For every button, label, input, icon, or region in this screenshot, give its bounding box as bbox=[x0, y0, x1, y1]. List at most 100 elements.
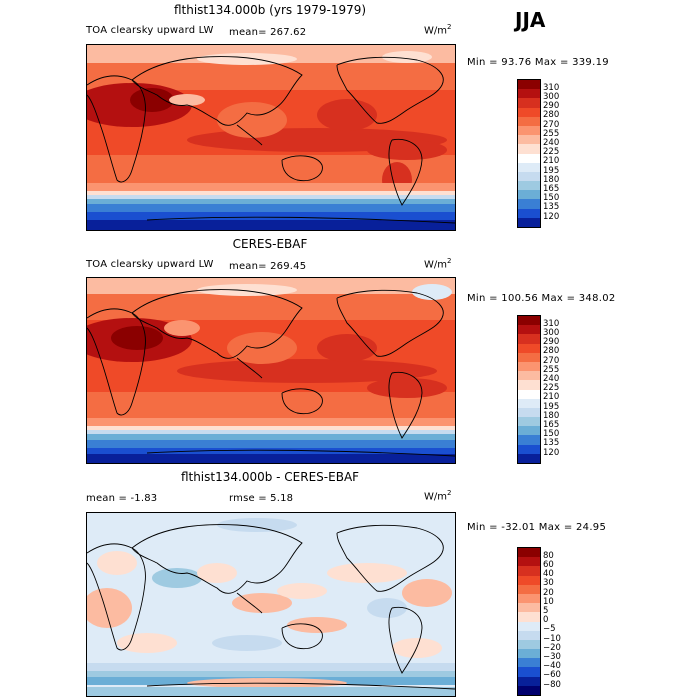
colorbar-tick-label: 40 bbox=[543, 569, 554, 580]
colorbar-tick-label: −40 bbox=[543, 661, 561, 672]
panel1-map bbox=[86, 44, 456, 231]
colorbar-swatch bbox=[518, 162, 540, 172]
colorbar-swatch bbox=[518, 352, 540, 362]
panel3-colorbar bbox=[517, 547, 541, 696]
colorbar-tick-label: 30 bbox=[543, 578, 554, 589]
panel3-rmse: rmse = 5.18 bbox=[229, 493, 294, 504]
colorbar-swatch bbox=[518, 621, 540, 631]
colorbar-tick-label: 310 bbox=[543, 82, 560, 93]
colorbar-swatch bbox=[518, 171, 540, 182]
colorbar-swatch bbox=[518, 685, 540, 695]
colorbar-tick-label: 165 bbox=[543, 419, 560, 430]
colorbar-swatch bbox=[518, 575, 540, 585]
colorbar-tick-label: −10 bbox=[543, 633, 561, 644]
colorbar-tick-label: 150 bbox=[543, 193, 560, 204]
colorbar-tick-label: 165 bbox=[543, 183, 560, 194]
colorbar-tick-label: 240 bbox=[543, 137, 560, 148]
colorbar-tick-label: 135 bbox=[543, 202, 560, 213]
colorbar-swatch bbox=[518, 116, 540, 126]
colorbar-swatch bbox=[518, 584, 540, 594]
colorbar-swatch bbox=[518, 426, 540, 436]
colorbar-tick-label: −30 bbox=[543, 651, 561, 662]
colorbar-tick-label: −80 bbox=[543, 679, 561, 690]
panel2-map bbox=[86, 277, 456, 464]
colorbar-tick-label: 290 bbox=[543, 101, 560, 112]
colorbar-swatch bbox=[518, 98, 540, 108]
colorbar-tick-label: −60 bbox=[543, 670, 561, 681]
colorbar-tick-label: −20 bbox=[543, 642, 561, 653]
colorbar-swatch bbox=[518, 389, 540, 399]
colorbar-swatch bbox=[518, 676, 540, 686]
colorbar-swatch bbox=[518, 181, 540, 191]
colorbar-tick-label: 10 bbox=[543, 596, 554, 607]
colorbar-swatch bbox=[518, 557, 540, 567]
colorbar-tick-label: 255 bbox=[543, 364, 560, 375]
colorbar-tick-label: 270 bbox=[543, 119, 560, 130]
colorbar-swatch bbox=[518, 667, 540, 677]
panel3-map bbox=[86, 512, 456, 697]
colorbar-tick-label: 300 bbox=[543, 327, 560, 338]
colorbar-tick-label: 135 bbox=[543, 438, 560, 449]
colorbar-tick-label: 280 bbox=[543, 346, 560, 357]
colorbar-swatch bbox=[518, 435, 540, 445]
colorbar-swatch bbox=[518, 371, 540, 381]
colorbar-swatch bbox=[518, 325, 540, 335]
colorbar-swatch bbox=[518, 208, 540, 218]
colorbar-swatch bbox=[518, 361, 540, 372]
colorbar-swatch bbox=[518, 639, 540, 650]
colorbar-swatch bbox=[518, 407, 540, 418]
colorbar-swatch bbox=[518, 80, 540, 90]
colorbar-tick-label: 120 bbox=[543, 447, 560, 458]
colorbar-swatch bbox=[518, 343, 540, 353]
panel1-mean: mean= 267.62 bbox=[229, 27, 307, 38]
colorbar-tick-label: 5 bbox=[543, 605, 549, 616]
colorbar-swatch bbox=[518, 316, 540, 326]
colorbar-swatch bbox=[518, 380, 540, 390]
colorbar-swatch bbox=[518, 217, 540, 227]
panel2-title: CERES-EBAF bbox=[232, 237, 308, 251]
colorbar-swatch bbox=[518, 630, 540, 640]
colorbar-tick-label: 270 bbox=[543, 355, 560, 366]
colorbar-tick-label: 150 bbox=[543, 429, 560, 440]
colorbar-swatch bbox=[518, 444, 540, 454]
colorbar-tick-label: 255 bbox=[543, 128, 560, 139]
colorbar-tick-label: 210 bbox=[543, 392, 560, 403]
colorbar-swatch bbox=[518, 398, 540, 408]
colorbar-swatch bbox=[518, 649, 540, 659]
colorbar-tick-label: 60 bbox=[543, 559, 554, 570]
panel1-title: flthist134.000b (yrs 1979-1979) bbox=[173, 3, 367, 17]
colorbar-tick-label: 240 bbox=[543, 373, 560, 384]
panel1-field-label: TOA clearsky upward LW bbox=[86, 25, 214, 36]
colorbar-swatch bbox=[518, 566, 540, 576]
colorbar-swatch bbox=[518, 153, 540, 163]
panel2-unit: W/m2 bbox=[424, 257, 452, 271]
colorbar-swatch bbox=[518, 593, 540, 604]
colorbar-tick-label: 120 bbox=[543, 211, 560, 222]
colorbar-swatch bbox=[518, 144, 540, 154]
panel2-minmax: Min = 100.56 Max = 348.02 bbox=[467, 293, 616, 304]
panel3-title: flthist134.000b - CERES-EBAF bbox=[180, 470, 360, 484]
colorbar-tick-label: 310 bbox=[543, 318, 560, 329]
colorbar-swatch bbox=[518, 548, 540, 558]
season-label: JJA bbox=[515, 8, 546, 32]
colorbar-tick-label: 195 bbox=[543, 165, 560, 176]
colorbar-tick-label: 195 bbox=[543, 401, 560, 412]
colorbar-tick-label: 180 bbox=[543, 174, 560, 185]
colorbar-tick-label: 280 bbox=[543, 110, 560, 121]
colorbar-tick-label: 0 bbox=[543, 615, 549, 626]
colorbar-tick-label: 180 bbox=[543, 410, 560, 421]
panel2-colorbar bbox=[517, 315, 541, 464]
colorbar-tick-label: −5 bbox=[543, 624, 556, 635]
colorbar-swatch bbox=[518, 135, 540, 145]
panel1-minmax: Min = 93.76 Max = 339.19 bbox=[467, 57, 609, 68]
colorbar-tick-label: 225 bbox=[543, 383, 560, 394]
panel1-colorbar bbox=[517, 79, 541, 228]
colorbar-tick-label: 300 bbox=[543, 91, 560, 102]
colorbar-swatch bbox=[518, 603, 540, 613]
panel3-unit: W/m2 bbox=[424, 489, 452, 503]
colorbar-tick-label: 210 bbox=[543, 156, 560, 167]
panel2-field-label: TOA clearsky upward LW bbox=[86, 259, 214, 270]
colorbar-tick-label: 20 bbox=[543, 587, 554, 598]
colorbar-swatch bbox=[518, 190, 540, 200]
colorbar-swatch bbox=[518, 334, 540, 344]
